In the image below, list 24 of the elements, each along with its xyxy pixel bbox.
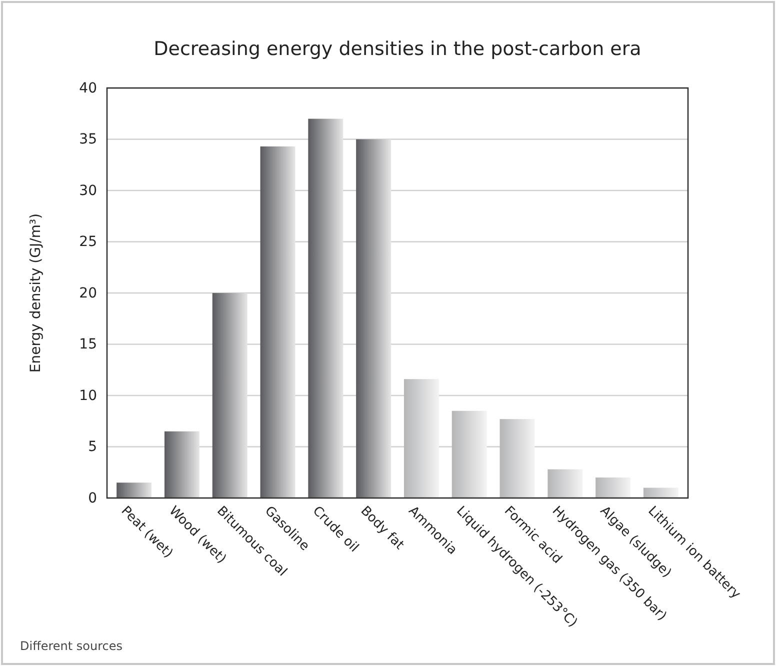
y-tick-label: 10 xyxy=(79,388,97,404)
chart-title: Decreasing energy densities in the post-carbon era xyxy=(154,38,642,60)
bar xyxy=(356,139,392,498)
bar xyxy=(116,482,152,498)
y-tick-label: 25 xyxy=(79,234,97,250)
bar xyxy=(643,488,678,498)
bar xyxy=(260,146,296,498)
bar xyxy=(500,419,535,498)
bar xyxy=(404,379,439,498)
y-axis-title: Energy density (GJ/m³) xyxy=(28,213,44,373)
bar xyxy=(548,469,583,498)
y-tick-label: 0 xyxy=(88,490,97,506)
bar xyxy=(596,478,631,498)
y-tick-label: 5 xyxy=(88,439,97,456)
y-tick-label: 15 xyxy=(79,336,97,353)
y-tick-label: 20 xyxy=(79,285,97,302)
y-tick-label: 40 xyxy=(79,80,97,96)
bar xyxy=(212,293,248,498)
y-tick-label: 35 xyxy=(79,132,97,148)
y-tick-label: 30 xyxy=(79,182,97,199)
bar xyxy=(164,431,200,498)
bar xyxy=(308,118,344,498)
text: Different sources xyxy=(20,639,123,653)
bar xyxy=(452,410,487,498)
